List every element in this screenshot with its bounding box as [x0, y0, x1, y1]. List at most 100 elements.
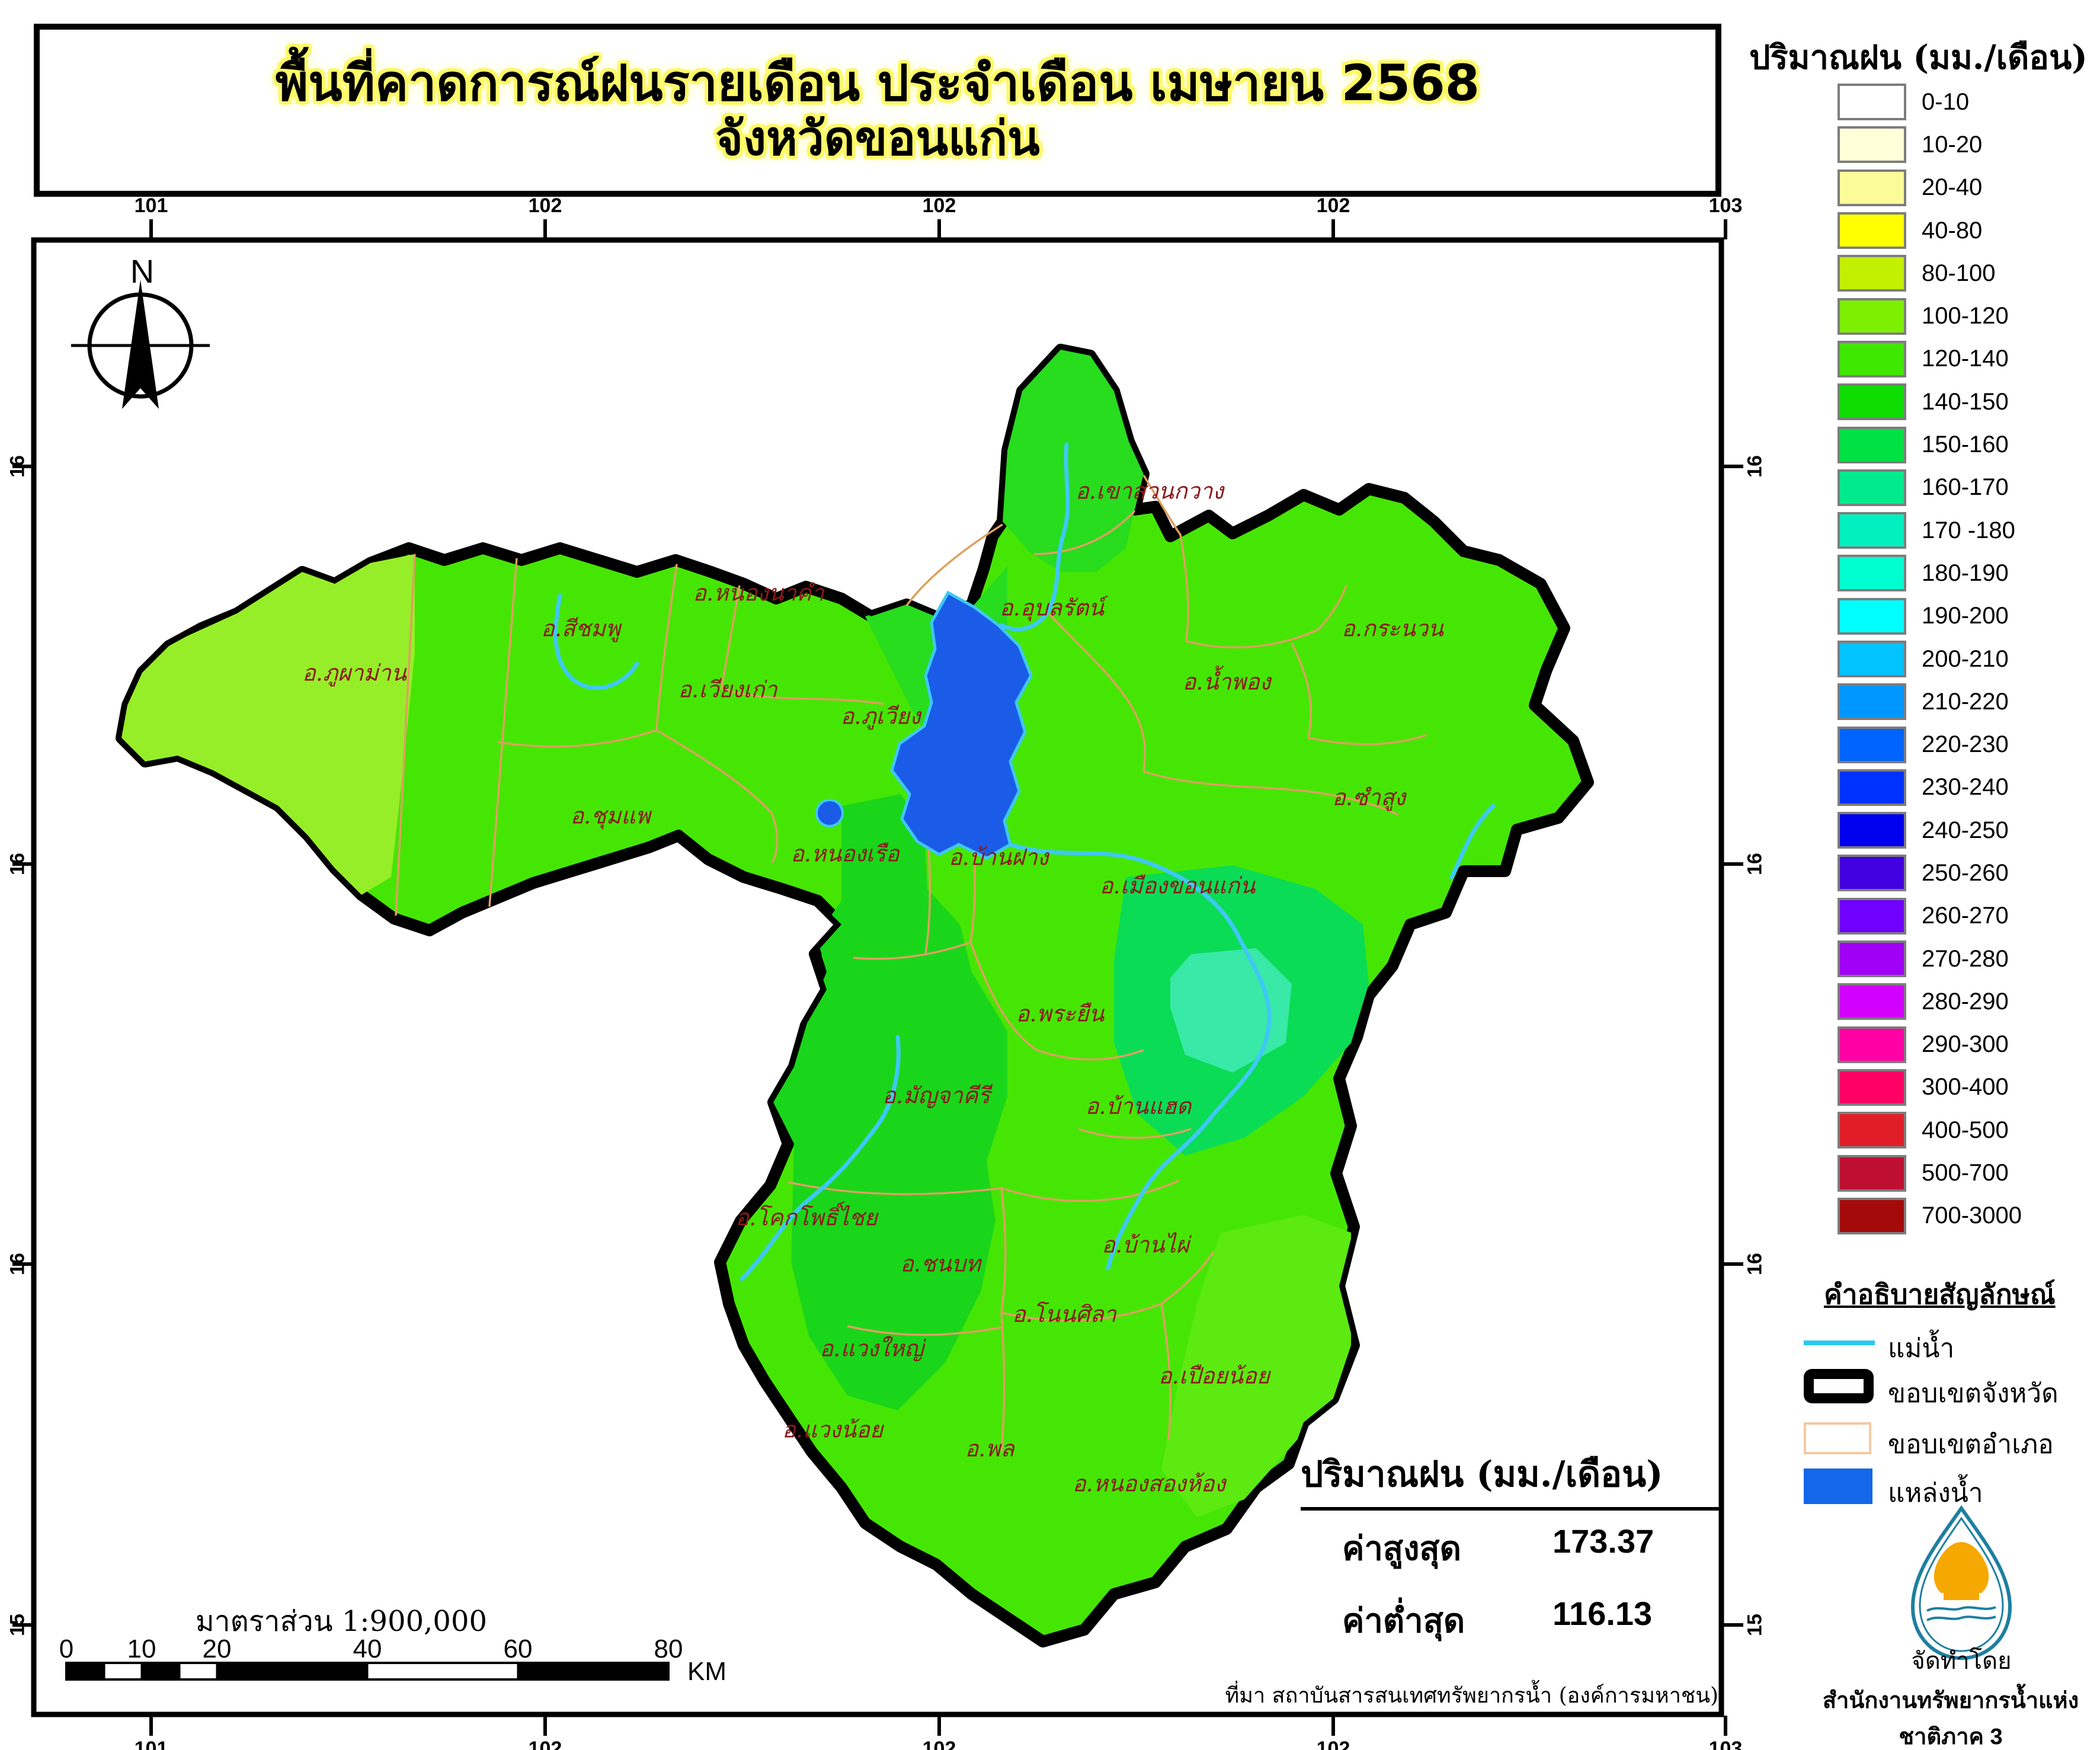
legend-color-swatch: [1837, 597, 1906, 635]
axis-label: 102: [1316, 194, 1350, 217]
legend-range-label: 150-160: [1922, 431, 2009, 458]
axis-tick: [1723, 1623, 1743, 1627]
agency-logo-icon: [1910, 1505, 2012, 1661]
legend-row: 210-220: [1837, 680, 2022, 723]
legend-color-swatch: [1837, 1154, 1906, 1192]
scalebar-unit: KM: [687, 1657, 726, 1686]
legend-row: 40-80: [1837, 209, 2022, 252]
district-label: อ.สีชมพู: [541, 615, 620, 642]
legend-row: 220-230: [1837, 723, 2022, 766]
legend-row: 280-290: [1837, 980, 2022, 1023]
district-label: อ.ชุมแพ: [570, 802, 651, 829]
legend-color-swatch: [1837, 169, 1906, 206]
title-box: พื้นที่คาดการณ์ฝนรายเดือน ประจำเดือน เมษ…: [34, 24, 1721, 197]
axis-label: 101: [134, 194, 168, 217]
legend-range-label: 0-10: [1922, 88, 1970, 115]
axis-tick: [1724, 1716, 1727, 1736]
legend-color-swatch: [1837, 126, 1906, 164]
legend-color-swatch: [1837, 726, 1906, 763]
district-label: อ.บ้านไผ่: [1102, 1231, 1189, 1258]
credit-prepared-by: จัดทำโดย: [1911, 1648, 2012, 1674]
legend-color-swatch: [1837, 897, 1906, 935]
scalebar-number: 60: [503, 1634, 533, 1663]
page-title: พื้นที่คาดการณ์ฝนรายเดือน ประจำเดือน เมษ…: [275, 53, 1480, 112]
legend-color-swatch: [1837, 469, 1906, 506]
legend-row: 120-140: [1837, 338, 2022, 380]
legend-row: 10-20: [1837, 123, 2022, 166]
legend-row: 140-150: [1837, 380, 2022, 423]
legend-range-label: 250-260: [1922, 859, 2009, 886]
legend-range-label: 220-230: [1922, 731, 2009, 758]
district-label: อ.พระยืน: [1016, 1000, 1105, 1027]
legend-range-label: 210-220: [1922, 688, 2009, 715]
axis-tick: [12, 465, 33, 468]
legend-range-label: 140-150: [1922, 388, 2009, 415]
legend-row: 190-200: [1837, 595, 2022, 638]
district-label: อ.อุบลรัตน์: [999, 594, 1105, 621]
axis-tick: [1331, 1716, 1335, 1736]
legend-color-swatch: [1837, 683, 1906, 721]
legend-row: 150-160: [1837, 423, 2022, 466]
source-text: ที่มา สถาบันสารสนเทศทรัพยากรน้ำ (องค์การ…: [1225, 1684, 1719, 1708]
legend-color-swatch: [1837, 1197, 1906, 1234]
axis-tick: [12, 862, 33, 866]
legend-range-label: 400-500: [1922, 1116, 2009, 1143]
district-label: อ.เวียงเก่า: [678, 676, 777, 703]
legend-range-label: 280-290: [1922, 988, 2009, 1015]
province-shape: [116, 344, 1594, 1647]
legend-color-swatch: [1837, 84, 1906, 121]
district-label: อ.กระนวน: [1341, 615, 1444, 642]
district-label: อ.น้ำพอง: [1182, 668, 1271, 695]
axis-label: 102: [528, 194, 562, 217]
legend-row: 300-400: [1837, 1066, 2022, 1109]
map-frame: [31, 237, 1724, 1717]
legend-title: ปริมาณฝน (มม./เดือน): [1749, 38, 2088, 77]
legend-row: 100-120: [1837, 295, 2022, 337]
scale-bar: [65, 1662, 670, 1681]
credit-agency: สำนักงานทรัพยากรน้ำแห่งชาติภาค 3: [1822, 1688, 2079, 1749]
legend-range-label: 290-300: [1922, 1031, 2009, 1058]
legend-range-label: 240-250: [1922, 817, 2009, 843]
legend-range-label: 40-80: [1922, 217, 1983, 244]
axis-tick: [937, 1716, 941, 1736]
axis-label: 102: [1316, 1738, 1350, 1750]
district-label: อ.เปือยน้อย: [1158, 1362, 1270, 1389]
legend-row: 500-700: [1837, 1151, 2022, 1194]
legend-row: 700-3000: [1837, 1195, 2022, 1237]
district-label: อ.ภูเวียง: [840, 703, 921, 730]
legend-range-label: 10-20: [1922, 131, 1983, 158]
district-boundary-label: ขอบเขตอำเภอ: [1888, 1430, 2054, 1459]
legend-row: 400-500: [1837, 1109, 2022, 1151]
district-label: อ.โคกโพธิ์ไชย: [735, 1204, 878, 1231]
legend-color-swatch: [1837, 383, 1906, 421]
district-label: อ.แวงน้อย: [782, 1416, 883, 1443]
legend-range-label: 80-100: [1922, 260, 1996, 286]
province-boundary-label: ขอบเขตจังหวัด: [1888, 1379, 2059, 1408]
legend-range-label: 300-400: [1922, 1074, 2009, 1100]
legend-range-label: 700-3000: [1922, 1202, 2022, 1229]
legend-color-swatch: [1837, 1112, 1906, 1149]
legend-color-swatch: [1837, 940, 1906, 978]
legend-range-label: 180-190: [1922, 559, 2009, 586]
axis-label: 16: [1743, 455, 1766, 478]
scalebar-number: 0: [59, 1634, 74, 1663]
axis-tick: [149, 1716, 153, 1736]
legend-color-swatch: [1837, 812, 1906, 849]
district-boundaries: [395, 475, 1427, 1453]
axis-label: 103: [1708, 1738, 1743, 1750]
axis-label: 16: [1743, 853, 1766, 875]
legend-range-label: 20-40: [1922, 174, 1983, 201]
district-label: อ.ภูผาม่าน: [302, 660, 406, 686]
legend-color-swatch: [1837, 212, 1906, 249]
page-subtitle: จังหวัดขอนแก่น: [715, 111, 1040, 167]
legend-row: 180-190: [1837, 552, 2022, 594]
legend-row: 80-100: [1837, 252, 2022, 295]
axis-tick: [1724, 219, 1727, 239]
district-label: อ.เมืองขอนแก่น: [1099, 872, 1256, 899]
district-label: อ.พล: [965, 1435, 1014, 1462]
district-label: อ.แวงใหญ่: [819, 1335, 924, 1362]
axis-tick: [1723, 465, 1743, 468]
axis-tick: [937, 219, 941, 239]
